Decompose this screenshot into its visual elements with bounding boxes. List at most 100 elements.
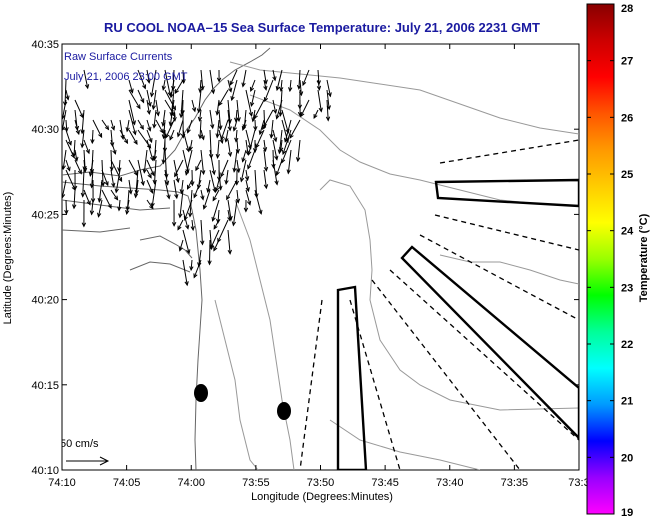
current-arrow-head xyxy=(302,81,307,87)
current-arrow-head xyxy=(279,86,284,92)
current-arrow-shaft xyxy=(155,119,164,134)
current-arrow-head xyxy=(172,116,177,122)
current-arrow-head xyxy=(97,197,102,203)
current-arrow-head xyxy=(243,207,249,213)
current-arrow-head xyxy=(123,139,129,145)
current-arrow-shaft xyxy=(252,109,256,122)
current-arrow-shaft xyxy=(174,79,184,94)
current-arrow-shaft xyxy=(236,189,239,203)
current-arrow-head xyxy=(275,114,280,120)
current-arrow-shaft xyxy=(101,159,104,186)
current-arrow-shaft xyxy=(199,119,202,139)
current-arrow-shaft xyxy=(200,129,205,140)
current-arrow-head xyxy=(275,171,280,177)
current-arrow-head xyxy=(255,143,260,149)
current-arrow-shaft xyxy=(128,89,141,109)
current-arrow-shaft xyxy=(236,139,239,153)
current-arrow-head xyxy=(142,168,147,174)
colorbar-tick-label: 27 xyxy=(621,56,633,68)
current-arrow-shaft xyxy=(317,69,320,85)
current-arrow-head xyxy=(234,117,239,123)
current-arrow-shaft xyxy=(62,179,67,198)
current-arrow-shaft xyxy=(154,159,157,184)
current-arrow-shaft xyxy=(169,99,175,126)
current-arrow-shaft xyxy=(146,69,150,83)
current-arrow-shaft xyxy=(220,119,229,140)
current-arrow-shaft xyxy=(245,89,253,117)
current-arrow-head xyxy=(207,260,212,266)
current-arrow-shaft xyxy=(255,129,265,148)
colorbar-tick-label: 25 xyxy=(621,169,633,181)
current-arrow-head xyxy=(178,246,183,252)
current-arrow-shaft xyxy=(218,89,229,106)
current-arrow-head xyxy=(174,172,179,178)
current-arrow-shaft xyxy=(190,259,193,271)
current-arrow-shaft xyxy=(225,129,229,142)
current-arrow-shaft xyxy=(180,179,184,194)
current-arrow-shaft xyxy=(227,109,231,131)
current-arrow-shaft xyxy=(74,159,82,174)
current-arrow-shaft xyxy=(215,179,220,192)
current-arrow-head xyxy=(140,98,145,104)
current-arrow-head xyxy=(239,177,245,183)
current-arrow-shaft xyxy=(225,169,229,184)
current-arrow-head xyxy=(269,133,274,139)
current-arrow-head xyxy=(274,180,279,186)
current-arrow-head xyxy=(262,147,268,153)
current-arrow-head xyxy=(215,153,221,159)
current-arrow-shaft xyxy=(83,69,89,89)
current-arrow-head xyxy=(150,171,155,177)
current-arrow-head xyxy=(62,194,66,199)
current-arrow-head xyxy=(198,134,203,140)
current-arrow-shaft xyxy=(65,139,75,158)
current-arrow-shaft xyxy=(177,119,184,137)
current-arrow-head xyxy=(325,116,331,122)
current-arrow-head xyxy=(62,165,66,171)
current-arrow-shaft xyxy=(65,199,67,214)
current-arrow-head xyxy=(224,179,229,186)
current-arrow-shaft xyxy=(152,89,157,110)
current-arrow-head xyxy=(318,107,323,113)
current-arrow-shaft xyxy=(164,99,176,117)
current-arrow-shaft xyxy=(299,79,302,96)
current-arrow-shaft xyxy=(300,99,310,117)
colorbar-tick-label: 26 xyxy=(621,112,633,124)
current-arrow-shaft xyxy=(170,79,175,98)
current-arrow-head xyxy=(104,181,109,187)
current-arrow-shaft xyxy=(245,169,249,181)
current-arrow-shaft xyxy=(155,99,159,116)
current-arrow-head xyxy=(75,130,80,136)
current-arrow-shaft xyxy=(216,99,220,115)
bathymetry-contour xyxy=(319,179,579,411)
current-arrow-head xyxy=(241,125,246,131)
current-arrow-head xyxy=(147,126,152,132)
current-arrow-head xyxy=(193,273,198,279)
current-arrow-head xyxy=(178,213,183,219)
current-arrow-shaft xyxy=(119,119,124,139)
current-arrow-shaft xyxy=(209,239,211,265)
current-arrow-shaft xyxy=(91,199,94,215)
current-arrow-shaft xyxy=(62,149,67,170)
current-arrow-shaft xyxy=(185,149,193,175)
scale-label: 50 cm/s xyxy=(60,438,99,450)
current-arrow-head xyxy=(273,137,278,143)
current-arrow-shaft xyxy=(272,159,278,185)
current-arrow-head xyxy=(134,189,139,195)
current-arrow-shaft xyxy=(227,139,231,157)
current-arrow-shaft xyxy=(182,129,190,152)
current-arrow-shaft xyxy=(151,179,157,207)
current-arrow-head xyxy=(186,128,191,134)
current-arrow-head xyxy=(250,101,255,108)
current-arrow-head xyxy=(107,203,112,210)
current-arrow-head xyxy=(220,172,225,178)
current-arrow-head xyxy=(84,84,90,90)
current-arrow-shaft xyxy=(173,159,179,183)
current-arrow-head xyxy=(148,138,153,144)
current-arrow-shaft xyxy=(137,119,144,130)
current-arrow-head xyxy=(196,184,202,190)
current-arrow-head xyxy=(230,95,235,102)
current-arrow-shaft xyxy=(247,149,256,169)
current-arrow-shaft xyxy=(216,119,220,138)
current-arrow-head xyxy=(169,135,174,141)
current-arrow-head xyxy=(85,149,90,155)
